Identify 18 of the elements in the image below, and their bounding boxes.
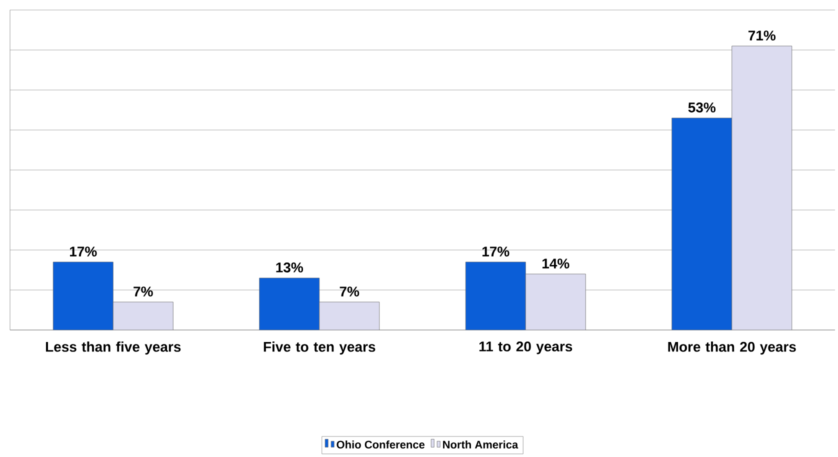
x-tick-label: Less than five years [46,342,181,355]
data-label: 13% [276,262,304,272]
x-tick-label: Five to ten years [264,342,376,355]
data-label: 53% [688,102,716,112]
data-label: 7% [340,286,360,296]
data-label: 17% [70,246,97,256]
data-label: 71% [748,30,776,40]
data-label: 7% [134,286,153,296]
data-label: 14% [542,258,570,268]
data-label: 17% [482,246,510,256]
x-tick-label: More than 20 years [668,342,796,355]
x-tick-label: 11 to 20 years [479,342,572,354]
legend-label: North America [443,440,518,449]
bar [525,274,586,330]
bar [112,302,174,330]
bar [732,46,792,330]
bar [319,302,380,330]
legend-label: Ohio Conference [336,440,425,449]
